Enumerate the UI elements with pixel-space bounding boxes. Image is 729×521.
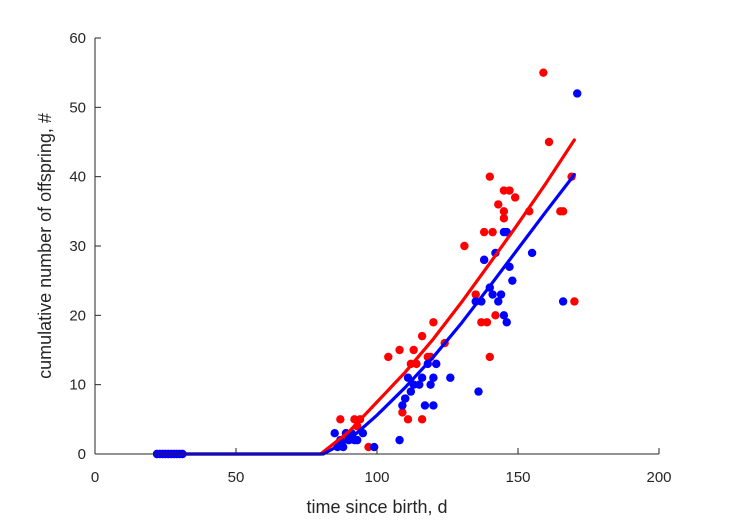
data-point: [488, 290, 497, 299]
y-tick-label: 20: [69, 307, 86, 324]
y-tick-label: 0: [78, 446, 86, 463]
data-point: [384, 352, 393, 362]
data-point: [401, 394, 410, 403]
data-point: [460, 241, 469, 251]
fit-line: [155, 172, 576, 456]
data-point: [479, 255, 489, 265]
data-point: [539, 68, 548, 77]
data-point: [502, 318, 511, 327]
data-point: [499, 214, 509, 223]
data-point: [485, 172, 494, 181]
fit-line: [155, 138, 576, 456]
y-tick-label: 30: [69, 238, 86, 255]
x-tick-label: 200: [646, 469, 671, 486]
x-tick-label: 50: [228, 469, 245, 486]
data-point: [491, 311, 500, 320]
data-point: [398, 408, 407, 417]
data-point: [398, 401, 407, 410]
data-point: [558, 207, 568, 216]
data-point: [429, 401, 438, 410]
data-point: [488, 227, 497, 237]
data-point: [426, 380, 435, 389]
data-point: [505, 186, 514, 195]
data-point: [409, 345, 418, 355]
y-tick-label: 60: [69, 30, 86, 47]
data-point: [573, 89, 582, 98]
data-point: [336, 415, 345, 424]
data-point: [474, 387, 483, 396]
series-layer: [152, 68, 582, 459]
data-point: [485, 352, 494, 362]
data-point: [508, 276, 517, 285]
x-axis-title: time since birth, d: [306, 497, 447, 517]
data-point: [446, 373, 455, 382]
y-tick-label: 10: [69, 377, 86, 394]
data-point: [499, 311, 509, 320]
data-point: [482, 318, 492, 327]
data-point: [420, 401, 430, 410]
x-tick-label: 150: [505, 469, 530, 486]
y-tick-label: 50: [69, 99, 86, 116]
data-point: [510, 193, 520, 202]
data-point: [395, 435, 404, 445]
data-point: [429, 373, 438, 382]
data-point: [417, 415, 427, 424]
data-point: [432, 359, 441, 369]
data-point: [479, 227, 489, 237]
axes-layer: 0 50 100 150 200 0 10 20 30 40 50 60: [69, 30, 671, 486]
data-point: [527, 248, 537, 258]
y-tick-label: 40: [69, 169, 86, 186]
data-point: [415, 380, 424, 389]
data-point: [417, 373, 427, 382]
data-point: [429, 318, 438, 327]
data-point: [494, 297, 503, 306]
data-point: [403, 415, 413, 424]
data-point: [494, 200, 503, 209]
data-point: [499, 207, 509, 216]
data-point: [471, 290, 480, 299]
x-tick-label: 100: [364, 469, 389, 486]
data-point: [570, 297, 579, 306]
data-point: [330, 429, 339, 438]
data-point: [395, 345, 404, 355]
data-point: [417, 331, 427, 341]
data-point: [406, 387, 416, 396]
data-point: [353, 435, 362, 445]
data-point: [544, 137, 554, 147]
data-point: [369, 442, 379, 452]
y-axis-title: cumulative number of offspring, #: [35, 113, 55, 379]
x-tick-label: 0: [91, 469, 99, 486]
data-point: [496, 290, 506, 299]
data-point: [558, 297, 568, 306]
